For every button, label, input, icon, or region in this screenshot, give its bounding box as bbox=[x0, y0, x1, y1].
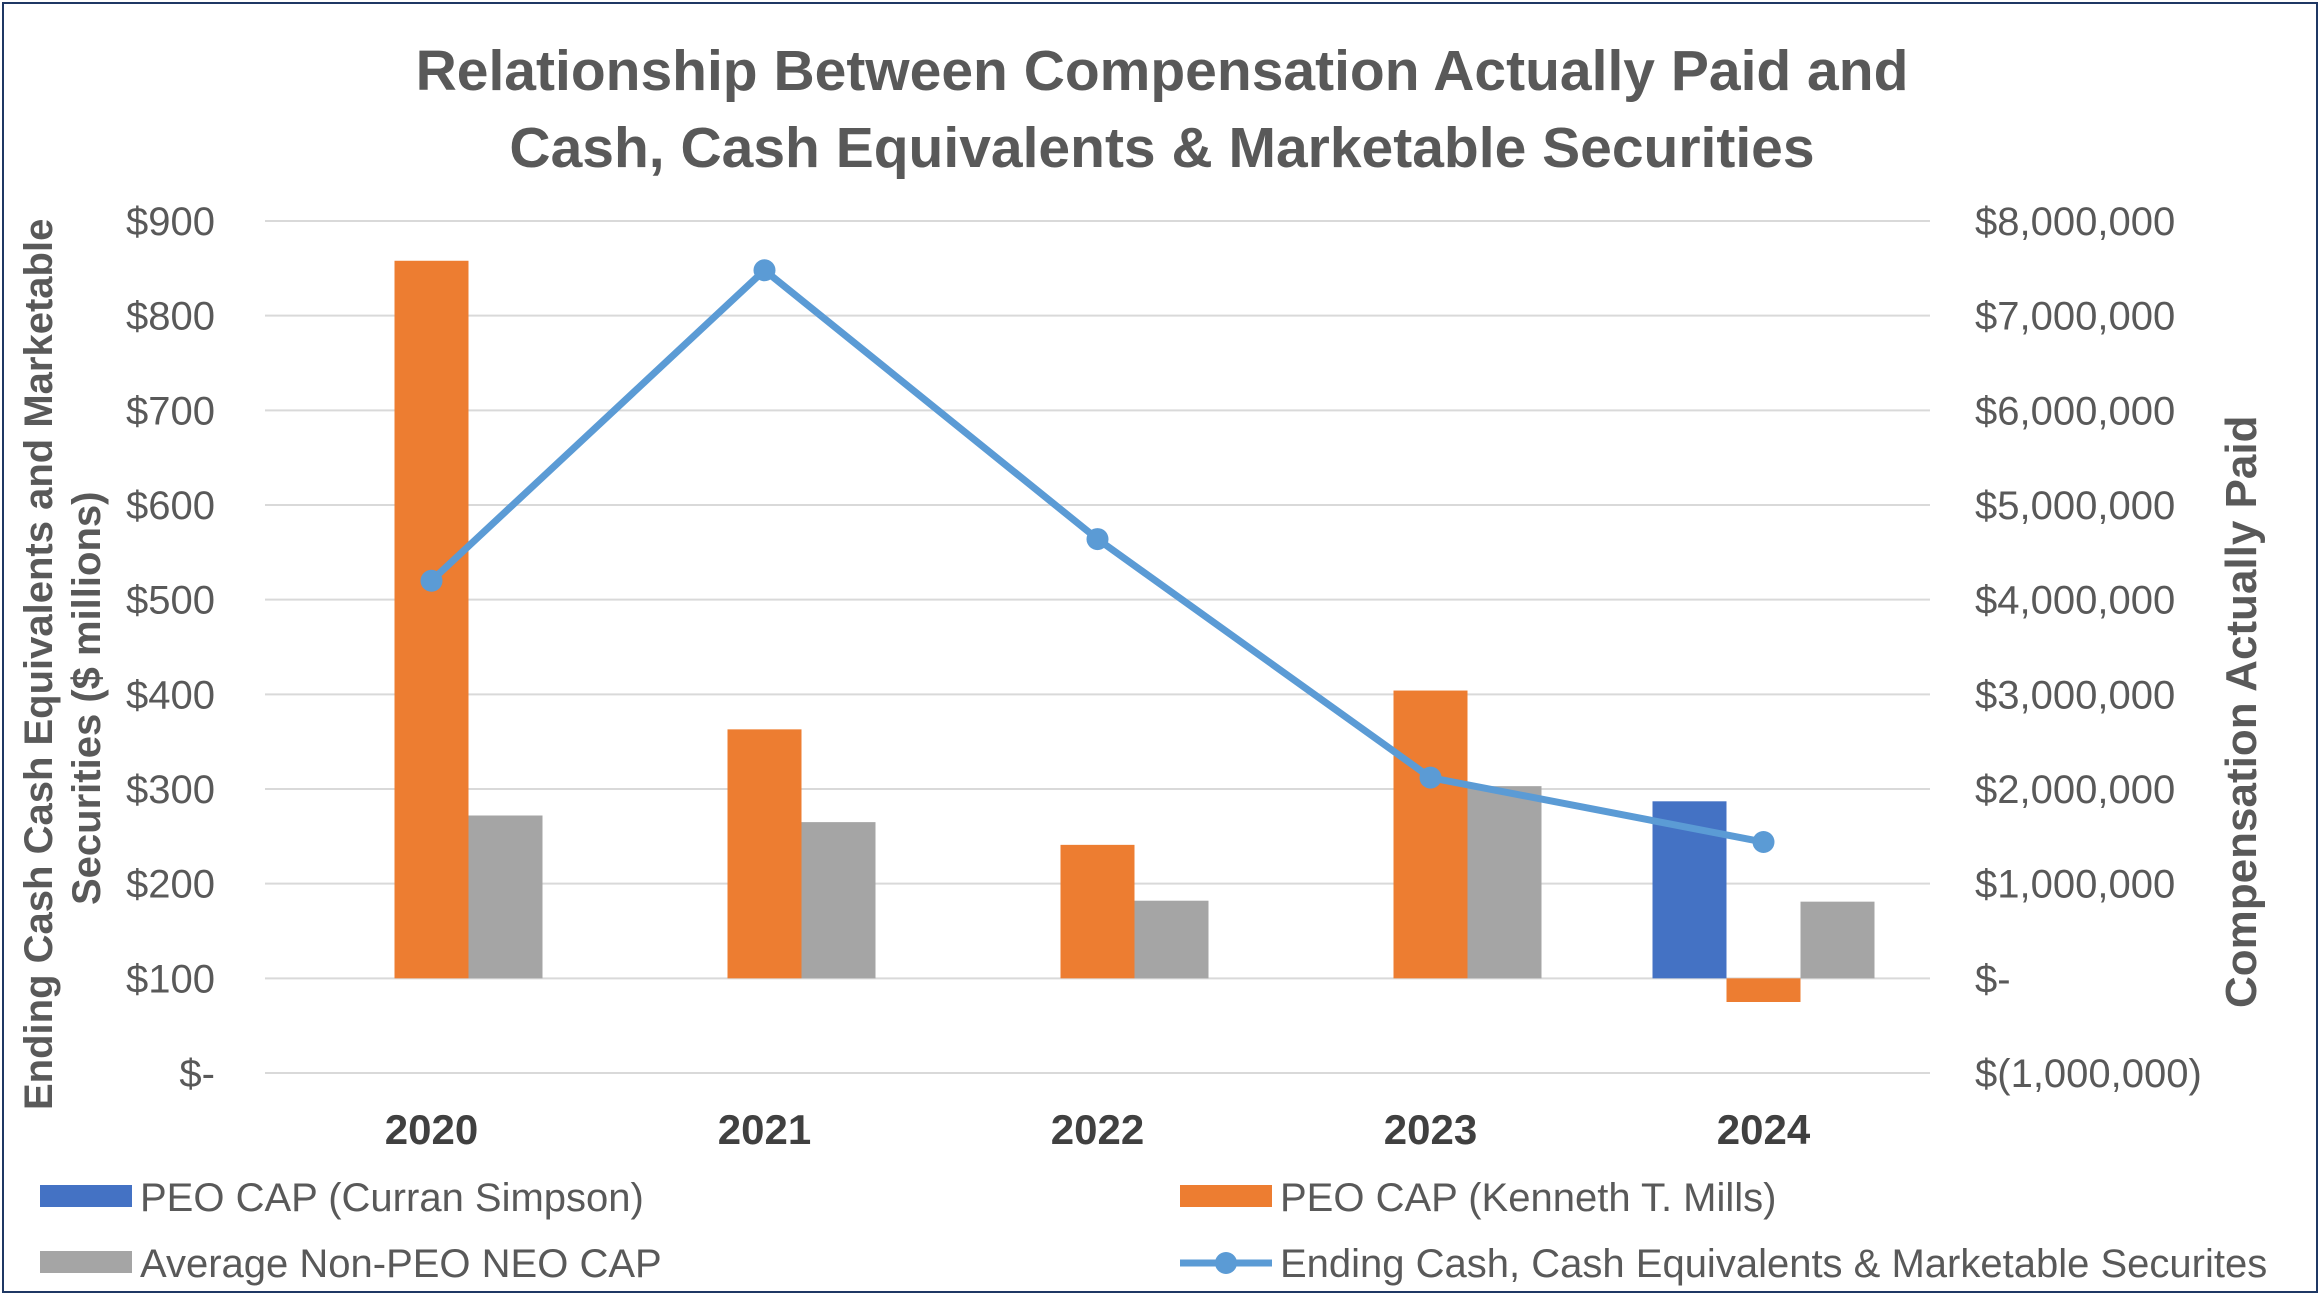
series-line bbox=[428, 266, 1767, 846]
left-tick-label: $- bbox=[179, 1052, 215, 1096]
legend-label: PEO CAP (Curran Simpson) bbox=[140, 1176, 644, 1220]
bar bbox=[394, 260, 469, 979]
bar bbox=[801, 822, 876, 979]
left-tick-label: $200 bbox=[126, 863, 215, 907]
line-point bbox=[1752, 831, 1775, 854]
line-series bbox=[420, 259, 1775, 854]
left-tick-label: $900 bbox=[126, 200, 215, 244]
legend-label: PEO CAP (Kenneth T. Mills) bbox=[1280, 1176, 1776, 1220]
right-tick-label: $8,000,000 bbox=[1975, 200, 2175, 244]
right-tick-label: $7,000,000 bbox=[1975, 295, 2175, 339]
line-point bbox=[1086, 528, 1109, 551]
left-axis-ticks: $- $100 $200 $300 $400 $500 $600 $700 $800 $900 bbox=[126, 200, 215, 1096]
left-tick-label: $700 bbox=[126, 389, 215, 433]
right-axis-ticks: $(1,000,000) $- $1,000,000 $2,000,000 $3,000… bbox=[1975, 200, 2202, 1096]
category-label: 2021 bbox=[718, 1106, 811, 1153]
bar bbox=[727, 729, 802, 979]
right-tick-label: $5,000,000 bbox=[1975, 484, 2175, 528]
right-tick-label: $(1,000,000) bbox=[1975, 1052, 2202, 1096]
right-tick-label: $- bbox=[1975, 957, 2011, 1001]
legend-label: Average Non-PEO NEO CAP bbox=[140, 1242, 662, 1286]
line-point bbox=[753, 259, 776, 282]
line-point bbox=[420, 569, 443, 592]
right-axis-title: Compensation Actually Paid bbox=[2217, 416, 2266, 1008]
right-tick-label: $6,000,000 bbox=[1975, 389, 2175, 433]
category-label: 2023 bbox=[1384, 1106, 1477, 1153]
legend-swatch bbox=[40, 1251, 132, 1273]
legend-marker bbox=[1215, 1252, 1237, 1274]
legend-label: Ending Cash, Cash Equivalents & Marketab… bbox=[1280, 1242, 2267, 1286]
right-tick-label: $3,000,000 bbox=[1975, 673, 2175, 717]
bar bbox=[1467, 786, 1542, 979]
left-tick-label: $300 bbox=[126, 768, 215, 812]
right-tick-label: $1,000,000 bbox=[1975, 863, 2175, 907]
chart-title-line-1: Relationship Between Compensation Actual… bbox=[416, 39, 1909, 103]
bar bbox=[1134, 900, 1209, 979]
right-tick-label: $4,000,000 bbox=[1975, 579, 2175, 623]
bars bbox=[394, 260, 1875, 1002]
category-label: 2024 bbox=[1717, 1106, 1811, 1153]
bar bbox=[1060, 844, 1135, 979]
chart-title-line-2: Cash, Cash Equivalents & Marketable Secu… bbox=[509, 116, 1814, 180]
bar bbox=[1800, 901, 1875, 979]
left-tick-label: $600 bbox=[126, 484, 215, 528]
bar bbox=[468, 815, 543, 979]
left-tick-label: $500 bbox=[126, 579, 215, 623]
left-axis-title-line-2: Securities ($ millions) bbox=[65, 492, 109, 905]
legend: PEO CAP (Curran Simpson) PEO CAP (Kenneth… bbox=[40, 1176, 2267, 1286]
category-labels: 2020 2021 2022 2023 2024 bbox=[385, 1106, 1811, 1153]
left-axis-title-line-1: Ending Cash Cash Equivalents and Marketa… bbox=[17, 219, 61, 1110]
bar bbox=[1726, 978, 1801, 1002]
left-tick-label: $400 bbox=[126, 673, 215, 717]
left-tick-label: $100 bbox=[126, 957, 215, 1001]
category-label: 2020 bbox=[385, 1106, 478, 1153]
legend-swatch bbox=[1180, 1185, 1272, 1207]
category-label: 2022 bbox=[1051, 1106, 1144, 1153]
legend-swatch bbox=[40, 1185, 132, 1207]
left-tick-label: $800 bbox=[126, 295, 215, 339]
right-tick-label: $2,000,000 bbox=[1975, 768, 2175, 812]
bar bbox=[1393, 690, 1468, 979]
line-point bbox=[1419, 766, 1442, 789]
